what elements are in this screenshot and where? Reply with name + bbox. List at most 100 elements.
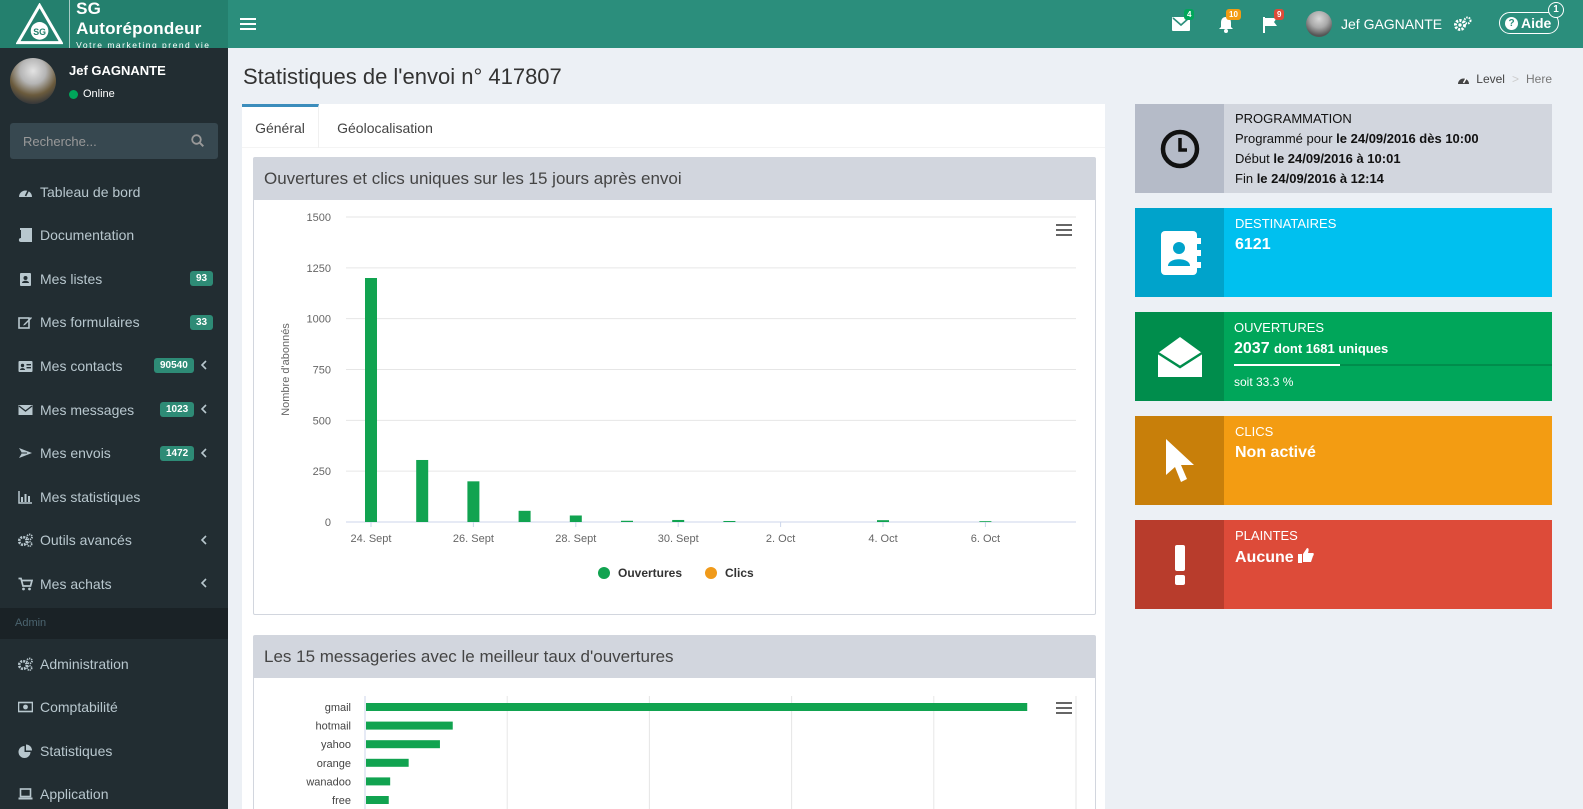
- sidebar-item-label: Administration: [40, 655, 129, 672]
- search-input[interactable]: Recherche...: [10, 123, 218, 159]
- bar-provider: [366, 721, 453, 730]
- question-icon: ?: [1505, 16, 1518, 30]
- provider-label: wanadoo: [305, 776, 351, 788]
- search-placeholder: Recherche...: [23, 133, 97, 149]
- x-tick-label: 24. Sept: [351, 533, 392, 545]
- x-tick-label: 30. Sept: [658, 533, 699, 545]
- daily-chart-panel: Ouvertures et clics uniques sur les 15 j…: [253, 157, 1096, 615]
- avatar: [10, 58, 56, 104]
- app-name: SG Autorépondeur: [76, 0, 202, 38]
- chevron-left-icon[interactable]: [200, 404, 207, 414]
- legend-label-ouvertures: Ouvertures: [618, 566, 682, 580]
- page-title: Statistiques de l'envoi n° 417807: [243, 64, 562, 89]
- y-tick-label: 1000: [307, 314, 331, 326]
- notifications-button[interactable]: 10: [1218, 9, 1241, 34]
- tab-geolocalisation[interactable]: Géolocalisation: [337, 120, 433, 136]
- search-icon[interactable]: [191, 134, 204, 147]
- chart-export-menu-button[interactable]: [1056, 224, 1072, 237]
- destinataires-value: 6121: [1235, 236, 1271, 253]
- opens-progress-fill: [1234, 364, 1340, 366]
- sidebar-item-mes-listes[interactable]: Mes listes 93: [0, 257, 228, 300]
- sidebar-admin-item-statistiques[interactable]: Statistiques: [0, 729, 228, 772]
- sidebar-admin-item-administration[interactable]: Administration: [0, 642, 228, 685]
- chevron-left-icon[interactable]: [200, 535, 207, 545]
- ouvertures-values: 2037 dont 1681 uniques: [1234, 340, 1552, 358]
- sidebar-item-mes-messages[interactable]: Mes messages 1023: [0, 388, 228, 431]
- breadcrumb-current: Here: [1525, 72, 1552, 86]
- address-card-icon: [18, 360, 33, 372]
- envelope-open-icon: [1156, 336, 1203, 377]
- programmation-card: PROGRAMMATION Programmé pour le 24/09/20…: [1135, 104, 1552, 193]
- thumbs-up-icon: [1298, 548, 1314, 563]
- sidebar-admin-item-application[interactable]: Application: [0, 773, 228, 809]
- breadcrumb: Level > Here: [1457, 72, 1552, 86]
- plaintes-value: Aucune: [1235, 549, 1294, 566]
- legend-marker-clics: [705, 567, 717, 579]
- sidebar-item-label: Mes messages: [40, 401, 135, 418]
- end-prefix: Fin: [1235, 171, 1254, 186]
- messages-button[interactable]: 4: [1172, 9, 1195, 34]
- sidebar-item-outils-avances[interactable]: Outils avancés: [0, 519, 228, 562]
- cart-icon: [18, 577, 33, 591]
- sidebar-item-mes-statistiques[interactable]: Mes statistiques: [0, 475, 228, 518]
- sidebar-item-mes-achats[interactable]: Mes achats: [0, 562, 228, 605]
- sidebar-item-mes-contacts[interactable]: Mes contacts 90540: [0, 344, 228, 387]
- breadcrumb-separator: >: [1511, 72, 1519, 86]
- x-tick-label: 28. Sept: [555, 533, 596, 545]
- chevron-left-icon[interactable]: [200, 360, 207, 370]
- sidebar-item-documentation[interactable]: Documentation: [0, 214, 228, 257]
- programmation-label: PROGRAMMATION: [1235, 111, 1352, 126]
- sidebar-item-label: Mes listes: [40, 270, 103, 287]
- chevron-left-icon[interactable]: [200, 578, 207, 588]
- user-status: Online: [69, 88, 115, 100]
- ouvertures-card: OUVERTURES 2037 dont 1681 uniques soit 3…: [1135, 312, 1552, 401]
- bar-ouvertures: [518, 510, 531, 522]
- dashboard-icon: [1458, 77, 1470, 84]
- sidebar-item-mes-formulaires[interactable]: Mes formulaires 33: [0, 301, 228, 344]
- start-prefix: Début: [1235, 151, 1270, 166]
- breadcrumb-level-link[interactable]: Level: [1476, 72, 1505, 86]
- y-tick-label: 1250: [307, 263, 331, 275]
- cogs-icon: [18, 533, 33, 548]
- app-logo[interactable]: SG SG Autorépondeur Votre marketing pren…: [0, 0, 228, 50]
- destinataires-card: DESTINATAIRES 6121: [1135, 208, 1552, 297]
- x-tick-label: 2. Oct: [766, 533, 795, 545]
- help-button[interactable]: ? Aide: [1499, 12, 1560, 34]
- cogs-icon: [18, 657, 33, 671]
- chevron-left-icon[interactable]: [200, 448, 207, 458]
- clics-value: Non activé: [1235, 444, 1316, 461]
- sidebar-admin-item-comptabilite[interactable]: Comptabilité: [0, 686, 228, 729]
- programmation-start: Début le 24/09/2016 à 10:01: [1235, 149, 1544, 169]
- scheduled-value: le 24/09/2016 dès 10:00: [1336, 131, 1479, 146]
- y-tick-label: 750: [313, 365, 331, 377]
- provider-label: yahoo: [321, 739, 351, 751]
- user-menu[interactable]: Jef GAGNANTE: [1306, 11, 1442, 37]
- sidebar-item-label: Application: [40, 786, 109, 802]
- settings-cogs-icon[interactable]: [1454, 16, 1472, 32]
- plaintes-card: PLAINTES Aucune: [1135, 520, 1552, 609]
- user-panel: Jef GAGNANTE Online: [0, 48, 228, 114]
- app-tagline: Votre marketing prend vie: [76, 39, 211, 50]
- sidebar-item-tableau-de-bord[interactable]: Tableau de bord: [0, 170, 228, 213]
- opens-progress-bar: [1234, 364, 1552, 366]
- sidebar-item-label: Mes achats: [40, 575, 112, 592]
- tasks-button[interactable]: 9: [1262, 9, 1285, 34]
- logo-letters: SG: [33, 27, 46, 37]
- exclamation-icon: [1174, 544, 1185, 585]
- plaintes-value-row: Aucune: [1235, 548, 1544, 567]
- help-count-badge: 1: [1548, 2, 1564, 18]
- notifications-count-badge: 10: [1226, 9, 1241, 20]
- sidebar-item-mes-envois[interactable]: Mes envois 1472: [0, 432, 228, 475]
- bar-provider: [366, 740, 440, 749]
- tab-general[interactable]: Général: [242, 104, 319, 148]
- bar-ouvertures: [621, 520, 633, 522]
- providers-chart-title: Les 15 messageries avec le meilleur taux…: [254, 636, 1095, 678]
- top-user-name: Jef GAGNANTE: [1341, 16, 1443, 32]
- avatar: [1306, 11, 1332, 37]
- messages-count-badge: 4: [1184, 9, 1195, 20]
- chart-export-menu-button[interactable]: [1056, 702, 1072, 715]
- sidebar-toggle-button[interactable]: [240, 15, 256, 33]
- sidebar-user-name: Jef GAGNANTE: [69, 63, 166, 78]
- sidebar-item-label: Outils avancés: [40, 532, 132, 549]
- provider-label: gmail: [325, 702, 351, 714]
